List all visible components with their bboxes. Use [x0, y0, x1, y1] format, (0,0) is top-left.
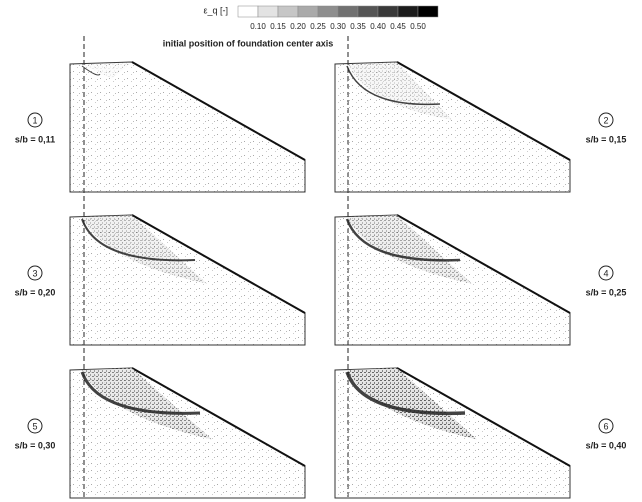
step-number: 3	[32, 268, 37, 278]
color-swatch	[298, 6, 318, 17]
step-number: 6	[603, 421, 608, 431]
colorbar-tick: 0.35	[350, 22, 366, 31]
step-number: 1	[32, 115, 37, 125]
color-swatch	[338, 6, 358, 17]
colorbar-tick: 0.50	[410, 22, 426, 31]
color-swatch	[238, 6, 258, 17]
settlement-label: s/b = 0,11	[15, 134, 55, 144]
colorbar-tick: 0.15	[270, 22, 286, 31]
colorbar-tick: 0.40	[370, 22, 386, 31]
color-swatch	[398, 6, 418, 17]
annotation: initial position of foundation center ax…	[163, 38, 334, 48]
colorbar: 0.10 0.15 0.20 0.25 0.30 0.35 0.40 0.45 0.50	[238, 6, 438, 31]
color-swatch	[258, 6, 278, 17]
colorbar-tick: 0.30	[330, 22, 346, 31]
color-swatch	[418, 6, 438, 17]
color-swatch	[358, 6, 378, 17]
step-number: 4	[603, 268, 608, 278]
color-swatch	[318, 6, 338, 17]
color-swatch	[278, 6, 298, 17]
slope-model	[70, 62, 305, 192]
step-number: 2	[603, 115, 608, 125]
color-swatch	[378, 6, 398, 17]
colorbar-tick: 0.20	[290, 22, 306, 31]
colorbar-tick: 0.25	[310, 22, 326, 31]
settlement-label: s/b = 0,25	[586, 287, 627, 297]
colorbar-tick: 0.45	[390, 22, 406, 31]
settlement-label: s/b = 0,15	[586, 134, 627, 144]
figure: ε_q [-] 0.10 0.15 0.20 0.25 0.30 0.35 0.40 0.45…	[0, 0, 642, 502]
settlement-label: s/b = 0,40	[586, 440, 627, 450]
colorbar-tick: 0.10	[250, 22, 266, 31]
settlement-label: s/b = 0,30	[15, 440, 56, 450]
step-number: 5	[32, 421, 37, 431]
colorbar-label: ε_q [-]	[203, 5, 228, 15]
panels: 1 s/b = 0,11 2 s/b = 0,15 3 s/b = 0,20 4 s/b = …	[15, 62, 627, 498]
settlement-label: s/b = 0,20	[15, 287, 56, 297]
